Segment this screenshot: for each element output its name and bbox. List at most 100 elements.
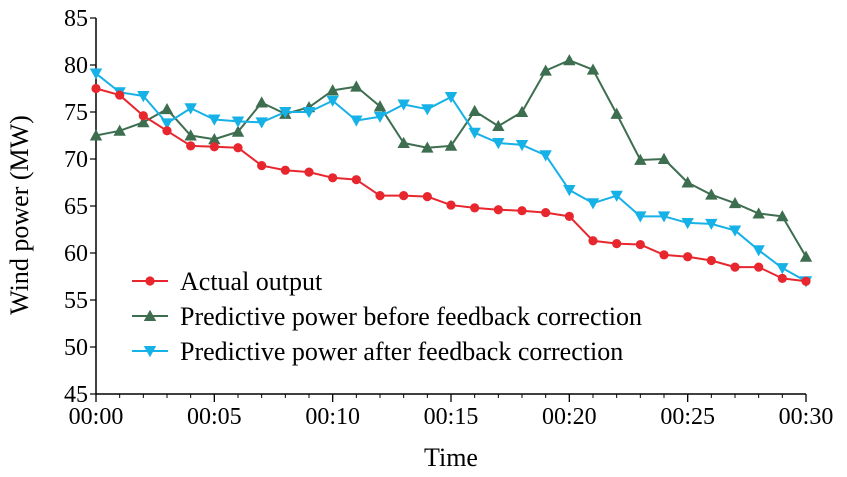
- data-point: [515, 139, 529, 152]
- data-point: [280, 165, 290, 175]
- data-point: [160, 102, 174, 115]
- data-point: [350, 80, 363, 92]
- legend-item: Actual output: [132, 267, 323, 296]
- data-point: [186, 141, 196, 151]
- data-point: [138, 111, 148, 121]
- x-axis-title: Time: [424, 443, 478, 472]
- data-point: [517, 206, 527, 216]
- data-point: [162, 126, 172, 136]
- data-point: [657, 211, 671, 223]
- data-point: [470, 203, 480, 213]
- data-point: [115, 90, 125, 100]
- x-tick-label: 00:05: [187, 404, 242, 430]
- y-tick-label: 45: [64, 382, 88, 408]
- data-point: [610, 190, 623, 202]
- data-point: [208, 114, 221, 126]
- data-point: [328, 173, 338, 183]
- data-point: [492, 119, 505, 132]
- data-point: [208, 133, 221, 145]
- data-point: [444, 139, 458, 151]
- data-point: [728, 196, 742, 209]
- data-point: [184, 129, 197, 141]
- data-point: [610, 107, 623, 119]
- data-point: [539, 64, 552, 76]
- data-point: [563, 54, 576, 66]
- data-point: [373, 100, 387, 112]
- y-axis-ticks: 45 50 55 60 65 70 75 80 85: [64, 6, 96, 408]
- data-point: [635, 239, 645, 250]
- x-tick-label: 00:25: [660, 404, 715, 430]
- series-line: [95, 87, 807, 283]
- data-point: [776, 263, 789, 275]
- series-1: [89, 54, 813, 262]
- series-line: [95, 72, 807, 283]
- data-point: [446, 200, 456, 210]
- x-tick-label: 00:10: [305, 404, 360, 430]
- data-point: [444, 92, 458, 104]
- data-point: [801, 276, 811, 286]
- data-point: [754, 262, 764, 272]
- data-point: [422, 192, 432, 202]
- data-point: [231, 116, 245, 128]
- data-point: [634, 211, 647, 223]
- data-point: [541, 207, 551, 218]
- data-point: [137, 91, 150, 103]
- data-point: [706, 255, 716, 266]
- y-tick-label: 75: [64, 100, 88, 126]
- data-point: [515, 105, 529, 117]
- y-tick-label: 60: [64, 241, 88, 267]
- data-point: [421, 104, 434, 116]
- data-point: [373, 111, 387, 123]
- data-point: [137, 116, 150, 128]
- data-point: [397, 99, 410, 111]
- data-point: [160, 118, 174, 130]
- data-point: [539, 150, 552, 162]
- data-point: [752, 245, 765, 257]
- legend-item: Predictive power before feedback correct…: [132, 302, 642, 331]
- data-point: [255, 96, 268, 108]
- y-tick-label: 50: [64, 335, 88, 361]
- data-point: [564, 211, 574, 221]
- data-point: [184, 103, 197, 115]
- data-point: [705, 188, 718, 200]
- data-point: [493, 205, 503, 215]
- legend-label: Predictive power after feedback correcti…: [180, 337, 623, 366]
- y-tick-label: 65: [64, 194, 88, 220]
- legend-swatch-marker: [145, 276, 155, 286]
- data-point: [257, 160, 267, 171]
- data-point: [586, 198, 600, 210]
- data-point: [492, 138, 505, 150]
- data-point: [350, 115, 363, 127]
- data-point: [89, 68, 103, 80]
- data-point: [231, 125, 245, 137]
- y-tick-label: 80: [64, 53, 88, 79]
- data-point: [468, 104, 481, 117]
- data-point: [588, 236, 598, 246]
- data-point: [351, 175, 361, 185]
- data-point: [326, 95, 339, 107]
- x-tick-label: 00:00: [69, 404, 124, 430]
- data-point: [375, 191, 385, 201]
- x-tick-label: 00:15: [424, 404, 479, 430]
- data-point: [302, 107, 316, 119]
- data-point: [586, 63, 600, 75]
- legend-item: Predictive power after feedback correcti…: [132, 337, 623, 366]
- data-point: [209, 142, 219, 152]
- legend-swatch-marker: [143, 346, 157, 358]
- data-point: [326, 84, 339, 96]
- data-point: [113, 124, 126, 136]
- y-axis-title: Wind power (MW): [5, 115, 34, 315]
- data-point: [683, 252, 693, 262]
- data-point: [397, 136, 410, 148]
- data-point: [468, 127, 481, 139]
- data-point: [681, 217, 694, 230]
- data-point: [304, 167, 314, 177]
- series-line: [95, 59, 807, 258]
- data-point: [563, 185, 576, 197]
- data-point: [634, 153, 647, 165]
- series-0: [91, 83, 811, 286]
- data-point: [776, 210, 789, 222]
- data-point: [89, 129, 103, 141]
- data-point: [799, 250, 813, 262]
- legend: Actual output Predictive power before fee…: [132, 267, 642, 366]
